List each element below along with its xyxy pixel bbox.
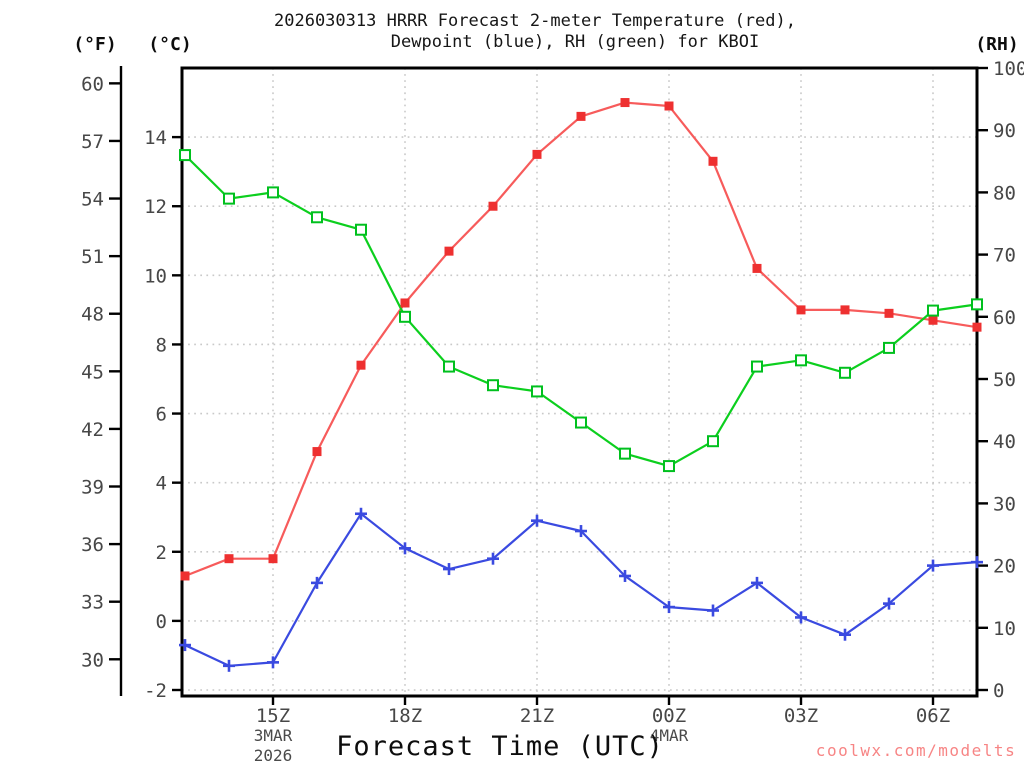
rh-marker [707, 435, 719, 448]
rh-tick-label: 30 [993, 493, 1016, 515]
fahrenheit-axis-label: (°F) [73, 34, 117, 55]
temperature-marker [752, 263, 762, 273]
fahrenheit-tick-label: 54 [81, 189, 104, 211]
rh-marker [575, 416, 587, 429]
temperature-marker [884, 308, 894, 318]
rh-marker [355, 223, 367, 236]
temperature-marker [620, 98, 630, 108]
rh-marker [531, 385, 543, 398]
temperature-marker [532, 149, 542, 159]
rh-marker [663, 460, 675, 473]
time-tick-label: 03Z [784, 705, 818, 727]
date-label-2026: 2026 [253, 746, 293, 765]
fahrenheit-axis: 60 57 54 51 48 45 42 39 36 33 30 [81, 66, 123, 696]
temperature-marker [928, 315, 938, 325]
time-axis: 15Z 18Z 21Z 00Z 03Z 06Z [256, 696, 950, 727]
chart-title-line1: 2026030313 HRRR Forecast 2-meter Tempera… [274, 11, 796, 31]
chart-title-line2: Dewpoint (blue), RH (green) for KBOI [390, 32, 760, 52]
temperature-marker [664, 101, 674, 111]
celsius-tick-label: 14 [144, 127, 167, 149]
temperature-marker [488, 201, 498, 211]
temperature-marker [180, 571, 190, 581]
fahrenheit-tick-label: 51 [81, 246, 104, 268]
fahrenheit-tick-label: 36 [81, 534, 104, 556]
rh-marker [795, 354, 807, 367]
time-tick-label: 18Z [388, 705, 422, 727]
fahrenheit-tick-label: 30 [81, 649, 104, 671]
rh-marker [223, 192, 235, 205]
temperature-marker [796, 305, 806, 315]
rh-tick-label: 40 [993, 431, 1016, 453]
temperature-marker [840, 305, 850, 315]
rh-marker [751, 360, 763, 373]
fahrenheit-tick-label: 33 [81, 592, 104, 614]
dewpoint-markers [179, 507, 983, 672]
rh-marker [443, 360, 455, 373]
fahrenheit-tick-label: 45 [81, 361, 104, 383]
rh-marker [487, 379, 499, 392]
rh-marker [927, 304, 939, 317]
celsius-tick-label: 4 [156, 473, 167, 495]
rh-axis-label: (RH) [975, 34, 1019, 55]
rh-marker [399, 310, 411, 323]
fahrenheit-tick-label: 60 [81, 73, 104, 95]
temperature-marker [576, 111, 586, 121]
rh-tick-label: 80 [993, 182, 1016, 204]
rh-marker [267, 186, 279, 199]
2-meter-temperature-markers [180, 98, 982, 581]
2-meter-temperature-line [183, 101, 979, 578]
time-tick-label: 00Z [652, 705, 686, 727]
time-tick-label: 06Z [916, 705, 950, 727]
temperature-marker [224, 554, 234, 564]
rh-tick-label: 100 [993, 58, 1024, 80]
rh-tick-label: 20 [993, 556, 1016, 578]
rh-marker [839, 366, 851, 379]
celsius-tick-label: 12 [144, 196, 167, 218]
x-axis-title: Forecast Time (UTC) [336, 731, 664, 762]
time-tick-label: 21Z [520, 705, 554, 727]
rh-marker [179, 149, 191, 162]
rh-tick-label: 0 [993, 680, 1004, 702]
celsius-tick-label: 10 [144, 265, 167, 287]
time-tick-label: 15Z [256, 705, 290, 727]
watermark: coolwx.com/modelts [815, 741, 1017, 760]
celsius-tick-label: 6 [156, 404, 167, 426]
rh-marker [883, 341, 895, 354]
temperature-marker [400, 298, 410, 308]
temperature-marker [972, 322, 982, 332]
temperature-marker [356, 360, 366, 370]
rh-marker [971, 298, 983, 311]
gridlines [182, 68, 977, 696]
rh-tick-label: 90 [993, 120, 1016, 142]
relative-humidity-markers [179, 149, 983, 473]
celsius-axis: 14 12 10 8 6 4 2 0 -2 [144, 127, 182, 702]
fahrenheit-tick-label: 39 [81, 477, 104, 499]
temperature-marker [312, 447, 322, 457]
fahrenheit-tick-label: 48 [81, 304, 104, 326]
celsius-tick-label: -2 [144, 680, 167, 702]
temperature-marker [444, 246, 454, 256]
plot-border [180, 66, 979, 698]
rh-tick-label: 60 [993, 307, 1016, 329]
rh-marker [619, 447, 631, 460]
fahrenheit-tick-label: 42 [81, 419, 104, 441]
rh-tick-label: 70 [993, 245, 1016, 267]
temperature-marker [268, 554, 278, 564]
celsius-tick-label: 8 [156, 334, 167, 356]
fahrenheit-tick-label: 57 [81, 131, 104, 153]
celsius-tick-label: 0 [156, 611, 167, 633]
celsius-tick-label: 2 [156, 542, 167, 564]
rh-tick-label: 50 [993, 369, 1016, 391]
rh-tick-label: 10 [993, 618, 1016, 640]
rh-marker [311, 211, 323, 224]
date-label-4mar: 4MAR [649, 726, 689, 745]
temperature-marker [708, 156, 718, 166]
date-label-3mar: 3MAR [253, 726, 293, 745]
celsius-axis-label: (°C) [148, 34, 192, 55]
